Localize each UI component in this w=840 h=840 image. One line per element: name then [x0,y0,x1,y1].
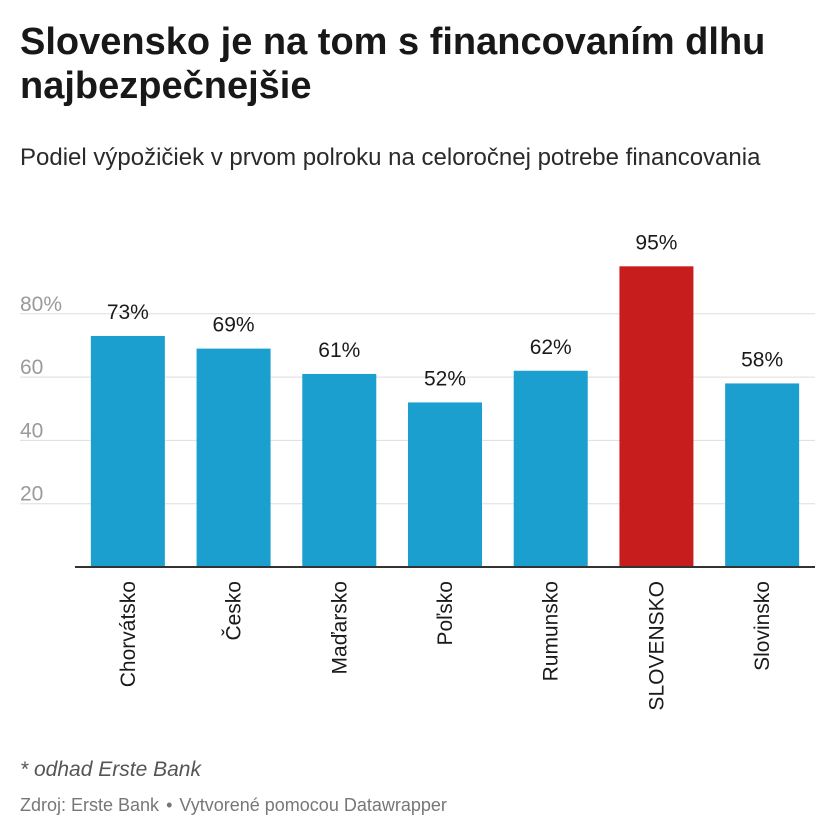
source-line: Zdroj: Erste Bank • Vytvorené pomocou Da… [20,795,447,816]
bar [619,266,694,567]
bar [90,335,165,567]
data-label: 69% [213,314,255,337]
data-label: 95% [635,231,677,254]
footnote: * odhad Erste Bank [20,758,201,781]
y-tick-label: 60 [20,356,43,379]
source-text: Zdroj: Erste Bank [20,795,160,815]
bar [196,348,271,567]
x-tick-label: SLOVENSKO [645,581,668,711]
x-tick-label: Slovinsko [751,581,774,671]
bar [302,373,377,567]
bar [513,370,588,567]
x-tick-label: Česko [223,581,246,641]
x-tick-label: Maďarsko [328,581,351,674]
data-label: 58% [741,348,783,371]
x-tick-label: Chorvátsko [117,581,140,687]
data-label: 52% [424,367,466,390]
chart-title: Slovensko je na tom s financovaním dlhu … [20,21,766,107]
x-tick-label: Poľsko [434,581,457,646]
bar [408,402,482,567]
y-tick-label: 80% [20,293,62,316]
bar [725,383,800,567]
data-label: 62% [530,336,572,359]
data-label: 73% [107,301,149,324]
credit-text: Vytvorené pomocou Datawrapper [179,795,447,815]
x-tick-label: Rumunsko [540,581,563,681]
chart-subtitle: Podiel výpožičiek v prvom polroku na cel… [20,144,761,171]
footer-separator: • [166,795,173,815]
data-label: 61% [318,339,360,362]
y-tick-label: 20 [20,483,43,506]
y-tick-label: 40 [20,419,43,442]
bar-chart: 20 40 60 80% 73% Chorvátsko 69% Česko 61% Maďarsk… [20,231,815,711]
